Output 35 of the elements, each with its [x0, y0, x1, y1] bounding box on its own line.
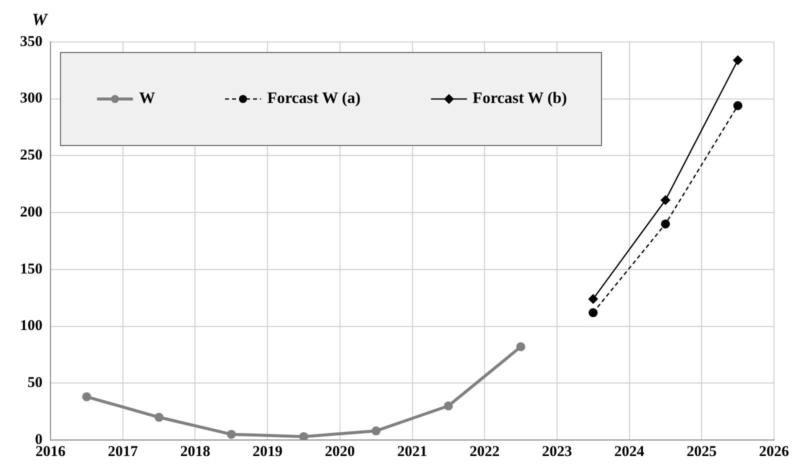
x-tick-label: 2016 [36, 444, 66, 460]
x-tick-label: 2022 [470, 444, 500, 460]
point [82, 392, 92, 402]
y-tick-label: 100 [20, 318, 42, 334]
x-tick-label: 2019 [252, 444, 283, 460]
x-tick-label: 2021 [397, 444, 428, 460]
point [733, 101, 742, 110]
y-tick-label: 150 [20, 261, 42, 278]
x-tick-label: 2025 [686, 444, 717, 460]
x-tick-label: 2023 [542, 444, 572, 460]
point [372, 426, 381, 436]
point [444, 401, 453, 410]
y-tick-label: 300 [20, 90, 42, 107]
point [516, 342, 526, 352]
legend-label: Forcast W (a) [267, 90, 361, 108]
x-tick-label: 2024 [614, 444, 645, 460]
point [732, 55, 743, 66]
legend-label: W [139, 90, 156, 108]
point [588, 308, 598, 318]
point [154, 412, 164, 422]
y-axis-title: W [32, 10, 48, 30]
x-tick-label: 2017 [108, 444, 138, 460]
point [588, 294, 598, 304]
y-tick-label: 50 [28, 375, 42, 392]
point [660, 195, 670, 206]
legend-label: Forcast W (b) [472, 90, 567, 108]
y-tick-label: 250 [20, 148, 42, 164]
point [299, 432, 308, 440]
x-tick-label: 2026 [759, 444, 790, 460]
point [226, 430, 236, 439]
x-tick-label: 2020 [324, 444, 355, 460]
x-tick-label: 2018 [180, 444, 210, 460]
y-tick-label: 200 [20, 204, 42, 220]
point [660, 219, 670, 228]
y-tick-label: 350 [20, 34, 42, 50]
